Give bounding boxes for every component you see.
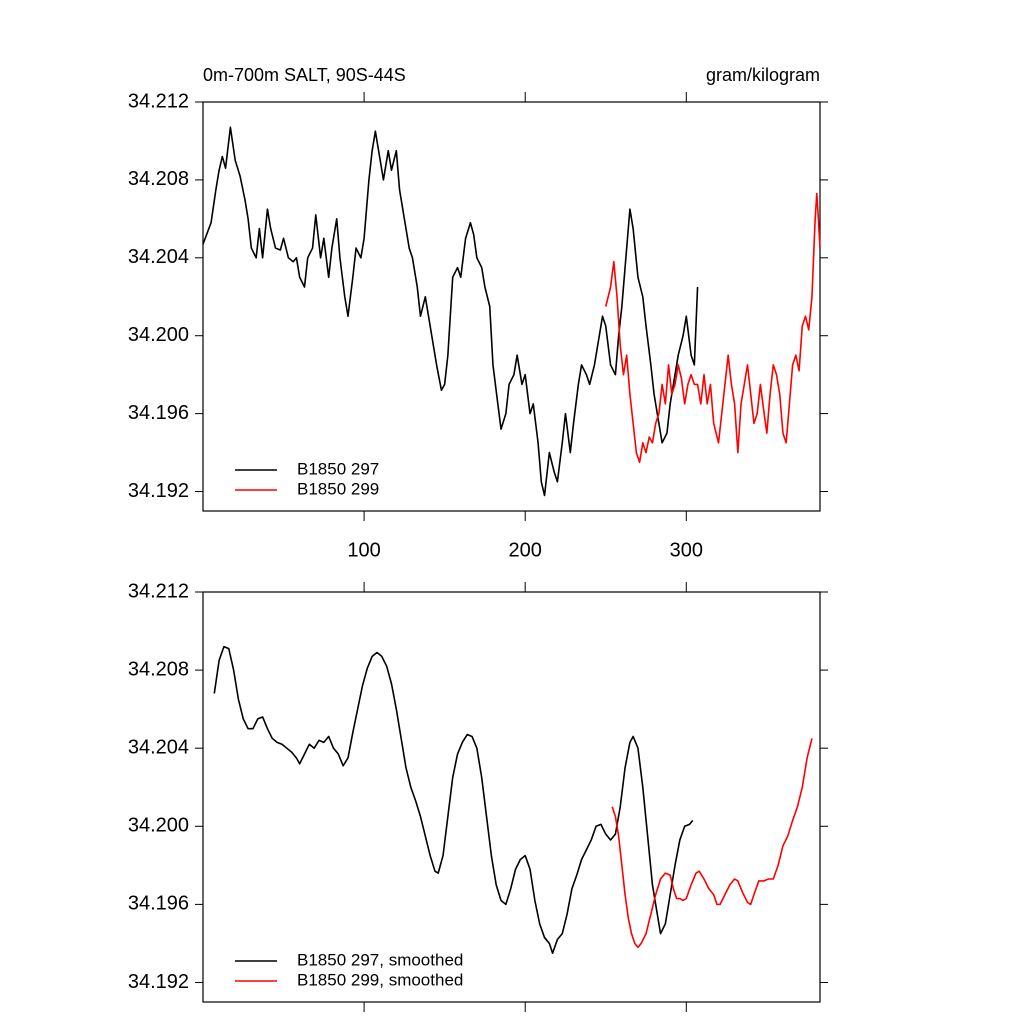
legend-label: B1850 297 (297, 459, 379, 478)
y-tick-label: 34.212 (128, 90, 189, 112)
x-tick-label: 200 (509, 539, 542, 561)
y-tick-label: 34.192 (128, 971, 189, 993)
series-line (202, 126, 699, 497)
y-tick-label: 34.212 (128, 580, 189, 602)
y-tick-label: 34.204 (128, 736, 189, 758)
x-tick-label: 100 (347, 539, 380, 561)
y-tick-label: 34.200 (128, 324, 189, 346)
legend-label: B1850 299 (297, 479, 379, 498)
y-tick-label: 34.196 (128, 893, 189, 915)
series-line (604, 192, 821, 464)
chart-title: 0m-700m SALT, 90S-44S (203, 65, 406, 85)
y-tick-label: 34.208 (128, 168, 189, 190)
plot-frame (202, 591, 821, 1003)
y-tick-label: 34.208 (128, 658, 189, 680)
y-tick-label: 34.196 (128, 402, 189, 424)
y-tick-label: 34.204 (128, 246, 189, 268)
x-tick-label: 300 (670, 539, 703, 561)
units-label: gram/kilogram (706, 65, 820, 85)
series-line (611, 738, 813, 949)
plot-frame (202, 101, 821, 512)
series-line (213, 645, 694, 954)
legend-label: B1850 299, smoothed (297, 970, 463, 989)
legend-label: B1850 297, smoothed (297, 950, 463, 969)
y-tick-label: 34.200 (128, 815, 189, 837)
y-tick-label: 34.192 (128, 480, 189, 502)
